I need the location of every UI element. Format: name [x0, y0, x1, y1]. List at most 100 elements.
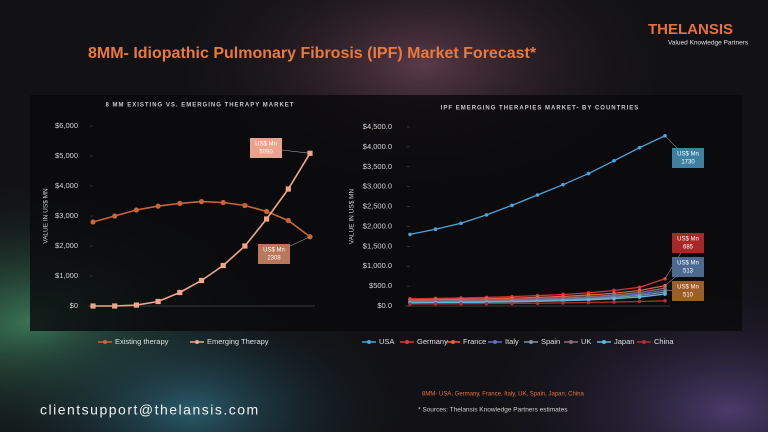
marker: [133, 302, 139, 308]
y-tick-label: $3,000.0: [363, 182, 392, 191]
marker: [177, 289, 183, 296]
marker: [90, 303, 96, 309]
y-tick-label: $4,000.0: [363, 142, 392, 151]
marker: [637, 299, 642, 304]
y-tick-label: $1,500.0: [363, 241, 392, 250]
chart-title: 8 MM EXISTING VS. EMERGING THERAPY MARKE…: [106, 103, 295, 109]
y-tick-label: $2,500.0: [363, 202, 392, 211]
annotation-text: US$ Mn: [255, 142, 277, 148]
marker: [637, 290, 642, 295]
marker: [663, 299, 667, 303]
legend-marker: [103, 340, 107, 344]
brand: THELANSIS: [648, 21, 733, 38]
marker: [198, 277, 205, 284]
legend-label: Italy: [505, 337, 519, 346]
marker: [133, 207, 139, 213]
annotation-text: 2308: [267, 256, 281, 262]
marker: [637, 285, 642, 290]
marker: [586, 171, 591, 176]
annotation-text: US$ Mn: [677, 285, 699, 291]
y-tick-label: $4,000: [55, 181, 78, 190]
annotation-text: 513: [683, 269, 694, 275]
marker: [242, 243, 248, 249]
charts: 8 MM EXISTING VS. EMERGING THERAPY MARKE…: [43, 103, 704, 346]
legend-marker: [569, 340, 573, 344]
y-tick-label: $3,500.0: [363, 162, 392, 171]
legend-label: Japan: [614, 337, 634, 346]
marker: [220, 262, 226, 269]
marker: [663, 276, 667, 281]
y-tick-label: $3,000: [55, 211, 78, 220]
marker: [264, 216, 270, 222]
y-tick-label: $0: [70, 301, 78, 310]
annotation-box: [672, 281, 704, 301]
y-tick-label: $6,000: [55, 121, 78, 130]
chart-title: IPF EMERGING THERAPIES MARKET- BY COUNTR…: [441, 106, 640, 112]
marker: [198, 199, 205, 205]
marker: [433, 302, 438, 306]
marker: [155, 203, 161, 209]
y-tick-label: $5,000: [55, 151, 78, 160]
annotation-text: US$ Mn: [677, 237, 699, 243]
legend-label: France: [463, 337, 486, 346]
y-tick-label: $2,000.0: [363, 221, 392, 230]
marker: [663, 286, 667, 290]
y-axis-label: VALUE IN US$ MN: [43, 188, 50, 244]
annotation-box: [672, 148, 704, 168]
marker: [285, 217, 291, 224]
y-tick-label: $500.0: [369, 281, 392, 290]
legend-label: Spain: [541, 337, 560, 346]
annotation-text: 5090: [259, 150, 273, 156]
marker: [637, 295, 642, 299]
marker: [612, 293, 616, 297]
legend-marker: [451, 340, 455, 344]
source-note: * Sources: Thelansis Knowledge Partners …: [418, 407, 568, 414]
marker: [586, 294, 591, 299]
marker: [637, 145, 642, 150]
y-tick-label: $4,500.0: [363, 122, 392, 131]
marker: [612, 296, 616, 301]
marker: [177, 200, 183, 206]
annotation-text: US$ Mn: [677, 152, 699, 158]
annotation-text: US$ Mn: [677, 261, 699, 267]
marker: [612, 288, 616, 293]
legend-label: Existing therapy: [115, 337, 169, 346]
marker: [220, 199, 226, 206]
annotation-text: 510: [683, 293, 694, 299]
marker: [264, 208, 270, 215]
marker: [433, 227, 438, 232]
y-axis-label: VALUE IN US$ MN: [349, 188, 356, 244]
marker: [155, 298, 161, 305]
legend-marker: [642, 340, 646, 344]
marker: [112, 303, 118, 309]
annotation-text: 1730: [681, 160, 695, 166]
marker: [408, 302, 412, 306]
markets-note: 8MM- USA, Germany, France, Italy, UK, Sp…: [422, 392, 585, 398]
marker: [90, 219, 96, 225]
marker: [663, 292, 667, 296]
legend-marker: [367, 340, 371, 344]
y-tick-label: $1,000: [55, 271, 78, 280]
marker: [408, 232, 412, 237]
legend-label: China: [654, 337, 674, 346]
legend-marker: [602, 340, 606, 344]
legend-label: USA: [379, 337, 394, 346]
y-tick-label: $0.0: [377, 301, 392, 310]
tagline: Valued Knowledge Partners: [668, 40, 749, 47]
marker: [459, 221, 463, 226]
marker: [484, 301, 489, 306]
legend-marker: [405, 340, 409, 344]
legend-marker: [529, 340, 533, 344]
email: clientsupport@thelansis.com: [40, 402, 260, 418]
annotation-box: [250, 138, 282, 158]
marker: [285, 186, 291, 192]
marker: [535, 193, 540, 197]
legend-marker: [493, 340, 497, 344]
marker: [612, 300, 616, 304]
marker: [307, 234, 313, 240]
legend-label: Germany: [417, 337, 448, 346]
marker: [510, 203, 514, 208]
annotation-box: [672, 233, 704, 253]
legend-label: UK: [581, 337, 591, 346]
